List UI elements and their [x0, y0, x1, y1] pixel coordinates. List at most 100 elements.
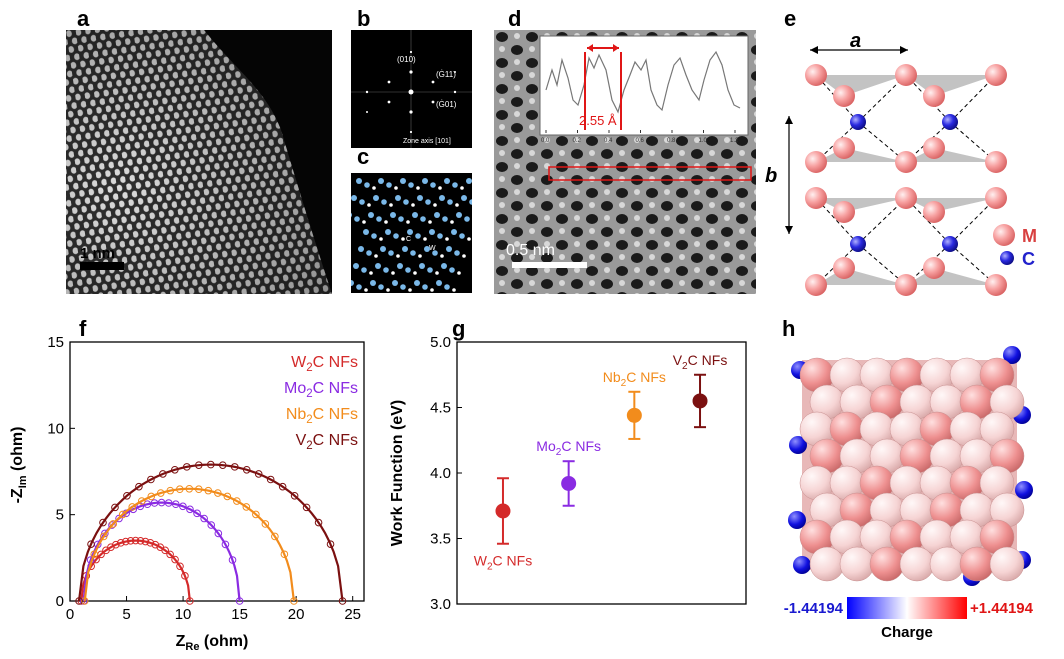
c-atom-negative: [1015, 481, 1033, 499]
nyquist-data-point: [176, 562, 184, 571]
w-atom: [380, 246, 386, 252]
y-tick-label-g: 3.0: [430, 596, 451, 613]
x-tick-label-f: 15: [231, 606, 248, 623]
scalebar-d: [512, 262, 587, 268]
x-tick-label-f: 20: [288, 606, 305, 623]
nyquist-data-point: [109, 520, 118, 528]
c-atom: [367, 203, 371, 207]
nyquist-data-point: [214, 489, 222, 497]
w-atom: [400, 284, 406, 290]
legend-entry-f: Mo2C NFs: [284, 380, 358, 400]
m-atom: [895, 187, 917, 209]
nyquist-data-point: [242, 503, 251, 511]
m-atom: [833, 201, 855, 223]
w-atom: [370, 280, 376, 286]
nyquist-data-point: [171, 555, 179, 564]
w-atom: [417, 195, 423, 201]
w-atom: [395, 195, 401, 201]
m-atom: [923, 85, 945, 107]
nyquist-data-point: [186, 597, 194, 605]
panel-label-a: a: [77, 6, 90, 31]
w-atom: [393, 233, 399, 239]
panel-label-e: e: [784, 6, 797, 31]
nyquist-data-point: [99, 518, 107, 527]
inset-tick-label: 0.2: [573, 138, 582, 144]
c-atom: [374, 254, 378, 258]
c-atom: [364, 288, 368, 292]
scalebar-a: [80, 262, 124, 270]
nyquist-data-point: [252, 510, 260, 519]
m-atom: [833, 137, 855, 159]
nyquist-data-point: [207, 521, 216, 529]
w-atom: [429, 229, 435, 235]
legend-m-sphere: [993, 224, 1015, 246]
nyquist-data-point: [166, 486, 175, 495]
panel-label-f: f: [79, 316, 87, 341]
x-tick-label-f: 0: [66, 606, 74, 623]
w-atom: [427, 267, 433, 273]
nyquist-data-point: [161, 546, 169, 555]
nyquist-data-point: [80, 597, 89, 605]
c-atom: [394, 186, 398, 190]
w-atom: [415, 233, 421, 239]
work-function-point: [692, 393, 708, 409]
w-atom: [442, 216, 448, 222]
nyquist-data-point: [146, 539, 155, 547]
work-function-point: [626, 407, 642, 423]
work-function-point: [495, 503, 511, 519]
w-atom: [359, 199, 365, 205]
panel-label-b: b: [357, 6, 371, 31]
panel-label-c: c: [357, 144, 370, 169]
w-atom: [397, 263, 403, 269]
w-atom: [383, 267, 389, 273]
c-atom: [433, 203, 437, 207]
nyquist-data-point: [195, 485, 203, 494]
w-atom: [434, 212, 440, 218]
w-atom: [392, 280, 398, 286]
w-atom: [451, 229, 457, 235]
nyquist-data-point: [131, 536, 140, 545]
y-axis-label-f: -ZIm (ohm): [9, 427, 29, 504]
nyquist-data-point: [218, 461, 227, 469]
w-atom: [358, 246, 364, 252]
nyquist-data-point: [183, 463, 191, 471]
c-atom: [384, 220, 388, 224]
nyquist-data-point: [137, 497, 146, 505]
plot-frame-f: [69, 341, 365, 602]
c-atom: [430, 288, 434, 292]
scalebar-a-label: 1 nm: [80, 245, 115, 262]
w-atom: [402, 246, 408, 252]
charge-model-h: -1.44194 +1.44194 Charge: [784, 346, 1034, 641]
c-atom: [460, 186, 464, 190]
nyquist-data-point: [314, 518, 323, 527]
nyquist-data-point: [290, 597, 298, 605]
nyquist-data-point: [75, 597, 83, 605]
m-atom: [805, 64, 827, 86]
hrtem-image-d: 2.55 Å 0.0 0.2 0.4 0.6 0.8 1.0 1.2 0.5 nm: [494, 30, 756, 294]
c-atom: [391, 271, 395, 275]
c-atom: [428, 220, 432, 224]
c-atom-negative: [789, 436, 807, 454]
m-atom-sphere: [959, 546, 995, 582]
nyquist-data-point: [99, 532, 108, 541]
nyquist-fit-line: [80, 539, 191, 602]
w-atom: [439, 195, 445, 201]
legend-m-label: M: [1022, 226, 1037, 246]
m-atom: [923, 137, 945, 159]
y-tick-label-f: 15: [47, 334, 64, 351]
c-atom: [445, 237, 449, 241]
charge-colorbar-label: Charge: [881, 624, 933, 641]
w-atom: [376, 216, 382, 222]
c-atom-negative: [788, 511, 806, 529]
c-atom: [423, 237, 427, 241]
nyquist-data-point: [271, 532, 279, 541]
point-label-g: V2C NFs: [673, 352, 728, 372]
y-tick-label-f: 5: [56, 507, 64, 524]
m-atom: [985, 187, 1007, 209]
work-function-point: [561, 475, 577, 491]
nyquist-data-point: [254, 470, 263, 478]
nyquist-data-point: [128, 503, 137, 511]
w-atom: [425, 199, 431, 205]
w-atom: [368, 212, 374, 218]
y-tick-label-g: 5.0: [430, 334, 451, 351]
